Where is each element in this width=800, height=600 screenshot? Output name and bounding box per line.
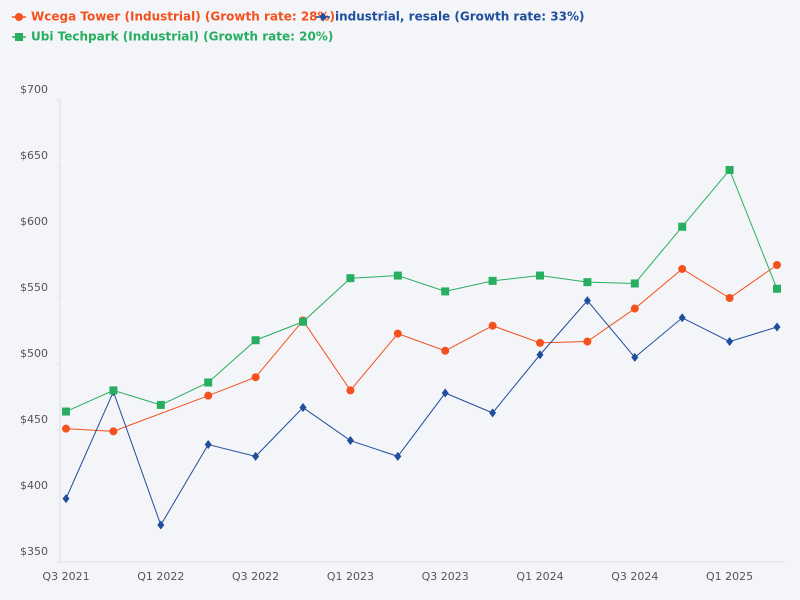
point: [773, 284, 781, 293]
point: [109, 386, 118, 395]
point: [726, 337, 734, 347]
point: [725, 294, 734, 302]
y-tick-label: $650: [20, 149, 48, 162]
point: [109, 427, 118, 436]
point: [678, 264, 687, 273]
point: [252, 451, 260, 461]
point: [489, 408, 497, 418]
legend-marker: [319, 12, 327, 22]
point: [346, 386, 355, 395]
point: [441, 287, 450, 296]
point: [346, 274, 355, 283]
x-tick-label: Q1 2022: [137, 570, 184, 583]
series-line: [65, 168, 778, 412]
point: [536, 271, 544, 280]
point: [630, 304, 639, 313]
x-tick-label: Q1 2023: [327, 570, 374, 583]
x-tick-label: Q1 2024: [516, 570, 563, 583]
point: [204, 378, 213, 387]
point: [62, 494, 70, 504]
point: [62, 407, 70, 416]
x-tick-label: Q3 2021: [42, 570, 89, 583]
point: [441, 346, 450, 355]
y-tick-label: $400: [20, 479, 48, 492]
point: [773, 322, 781, 332]
point: [583, 278, 592, 287]
legend-label: industrial, resale (Growth rate: 33%): [335, 10, 585, 24]
series-line: [65, 264, 778, 432]
x-tick-label: Q3 2023: [422, 570, 469, 583]
x-tick-label: Q3 2024: [611, 570, 658, 583]
point: [393, 329, 402, 338]
x-tick-label: Q1 2025: [706, 570, 753, 583]
point: [536, 350, 544, 360]
point: [725, 165, 734, 174]
point: [346, 436, 354, 446]
point: [62, 424, 70, 433]
legend-label: Ubi Techpark (Industrial) (Growth rate: …: [31, 30, 333, 44]
point: [394, 451, 402, 461]
y-tick-label: $350: [20, 545, 48, 558]
legend-label: Wcega Tower (Industrial) (Growth rate: 2…: [31, 10, 335, 24]
point: [488, 321, 497, 330]
point: [488, 276, 497, 285]
point: [441, 388, 449, 398]
point: [678, 313, 686, 323]
y-tick-label: $450: [20, 413, 48, 426]
y-tick-label: $550: [20, 281, 48, 294]
point: [393, 271, 402, 280]
point: [630, 279, 639, 288]
point: [299, 317, 307, 326]
point: [678, 222, 687, 231]
point: [204, 391, 213, 400]
point: [583, 296, 591, 306]
y-tick-label: $500: [20, 347, 48, 360]
series-line: [65, 299, 778, 527]
point: [631, 352, 639, 362]
x-tick-label: Q3 2022: [232, 570, 279, 583]
point: [251, 373, 260, 382]
point: [157, 520, 165, 530]
y-tick-label: $700: [20, 83, 48, 96]
point: [536, 338, 544, 347]
point: [156, 400, 165, 409]
point: [204, 440, 212, 450]
point: [251, 336, 260, 345]
point: [583, 337, 592, 346]
point: [773, 261, 781, 269]
y-tick-label: $600: [20, 215, 48, 228]
point: [299, 403, 307, 413]
legend-marker: [15, 33, 23, 41]
legend-marker: [15, 13, 23, 21]
